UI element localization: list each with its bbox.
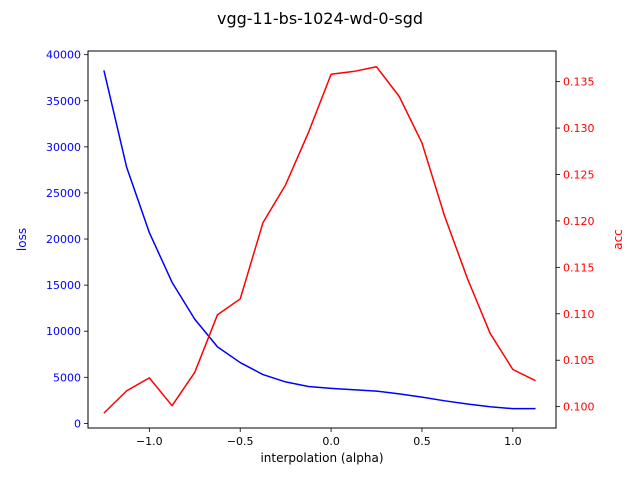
y-right-tick-label: 0.110 xyxy=(563,308,595,321)
y-left-tick-label: 10000 xyxy=(46,325,81,338)
x-tick-label: 1.0 xyxy=(504,435,522,448)
y-left-tick-label: 0 xyxy=(74,417,81,430)
y-right-tick-label: 0.135 xyxy=(563,76,595,89)
y-left-tick-label: 25000 xyxy=(46,187,81,200)
series-line-loss xyxy=(103,70,536,410)
x-tick-label: 0.0 xyxy=(322,435,340,448)
y-right-tick-label: 0.130 xyxy=(563,122,595,135)
x-tick-label: −1.0 xyxy=(136,435,163,448)
y-left-tick-label: 35000 xyxy=(46,95,81,108)
y-left-tick-label: 30000 xyxy=(46,141,81,154)
y-right-tick-label: 0.125 xyxy=(563,169,595,182)
y-left-tick-label: 40000 xyxy=(46,49,81,62)
x-tick-label: −0.5 xyxy=(227,435,254,448)
y-axis-left-label: loss xyxy=(15,228,29,251)
y-right-tick-label: 0.120 xyxy=(563,215,595,228)
series-layer xyxy=(103,66,536,414)
series-line-acc xyxy=(103,66,536,414)
x-axis: −1.0 −0.5 0.0 0.5 1.0 xyxy=(136,428,522,448)
x-tick-label: 0.5 xyxy=(413,435,431,448)
y-axis-right-label: acc xyxy=(611,229,625,250)
x-axis-label: interpolation (alpha) xyxy=(260,451,383,465)
y-right-tick-label: 0.100 xyxy=(563,401,595,414)
y-right-tick-label: 0.115 xyxy=(563,261,595,274)
y-left-tick-label: 5000 xyxy=(53,371,81,384)
y-axis-left: 0 5000 10000 15000 20000 25000 30000 35000 40000 xyxy=(46,49,88,430)
y-left-tick-label: 20000 xyxy=(46,233,81,246)
plot-frame xyxy=(87,50,557,429)
chart-title: vgg-11-bs-1024-wd-0-sgd xyxy=(217,9,423,28)
y-left-tick-label: 15000 xyxy=(46,279,81,292)
y-axis-right: 0.100 0.105 0.110 0.115 0.120 0.125 0.130 0.135 xyxy=(556,76,595,414)
y-right-tick-label: 0.105 xyxy=(563,354,595,367)
